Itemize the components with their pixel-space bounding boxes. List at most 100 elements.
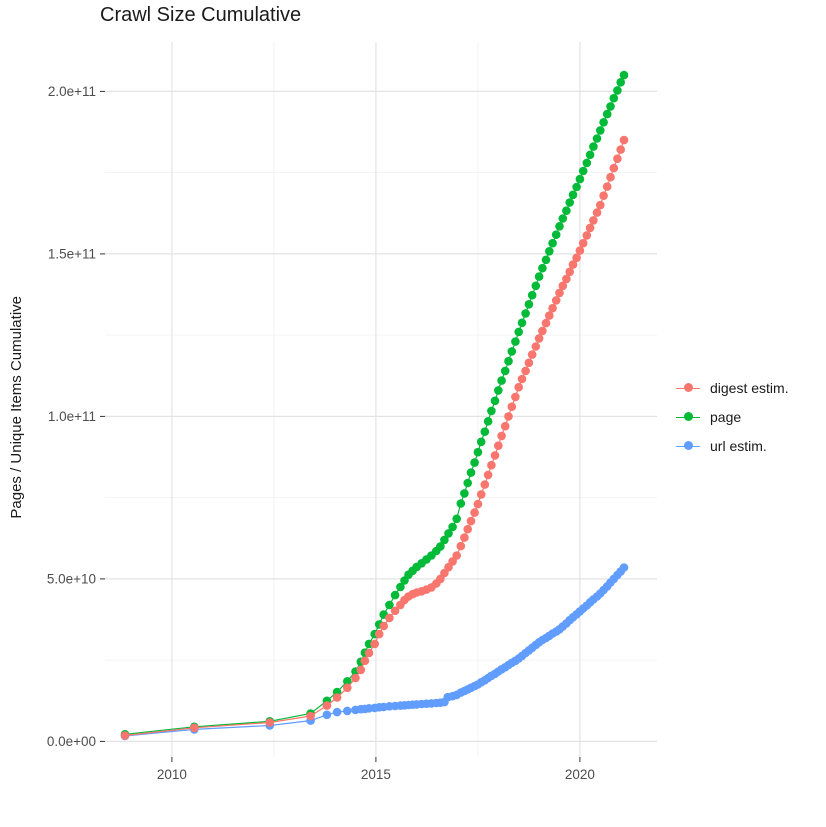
legend-item-page: page	[676, 407, 789, 427]
data-point	[565, 198, 574, 207]
data-point	[370, 639, 380, 649]
data-point	[609, 93, 619, 103]
legend: digest estim. page url estim.	[676, 378, 789, 456]
data-point	[555, 222, 564, 231]
data-point	[480, 480, 490, 489]
data-point	[487, 406, 496, 416]
data-point	[572, 182, 581, 192]
legend-item-url: url estim.	[676, 436, 789, 456]
data-point	[473, 499, 483, 509]
data-point	[507, 347, 517, 356]
data-point	[585, 223, 595, 233]
data-point	[460, 489, 469, 498]
data-point	[585, 150, 595, 160]
data-point	[575, 246, 585, 255]
data-point	[379, 621, 389, 631]
x-axis-tick-label: 2020	[565, 767, 595, 782]
data-point	[555, 288, 564, 298]
data-point	[452, 551, 462, 560]
data-point	[596, 126, 605, 135]
data-point	[480, 427, 490, 437]
legend-label-digest: digest estim.	[710, 380, 789, 396]
data-point	[463, 478, 473, 488]
data-point	[511, 392, 520, 402]
y-axis-tick-label: 5.0e+10	[47, 571, 96, 586]
data-point	[599, 118, 608, 127]
data-point	[343, 677, 352, 686]
data-point	[589, 142, 598, 151]
data-point	[343, 706, 352, 716]
data-point	[440, 535, 449, 545]
data-point	[500, 421, 510, 431]
data-point	[616, 78, 625, 87]
data-point	[487, 460, 496, 470]
data-point	[548, 238, 557, 248]
data-point	[527, 350, 537, 359]
data-point	[497, 431, 506, 441]
data-point	[466, 468, 476, 477]
data-point	[613, 154, 622, 163]
data-point	[541, 318, 551, 328]
data-point	[452, 514, 462, 524]
data-point	[514, 382, 523, 392]
data-point	[531, 281, 541, 291]
legend-label-page: page	[710, 409, 742, 425]
data-point	[396, 582, 405, 592]
data-point	[470, 508, 479, 517]
data-point	[466, 516, 476, 526]
data-point	[534, 272, 544, 281]
data-point	[599, 191, 608, 200]
data-point	[613, 86, 622, 95]
data-point	[448, 522, 457, 532]
data-point	[463, 524, 473, 534]
data-point	[322, 710, 332, 720]
data-point	[504, 356, 513, 366]
data-point	[444, 529, 453, 538]
data-point	[562, 206, 571, 215]
data-point	[385, 613, 394, 623]
data-point	[619, 70, 629, 80]
data-point	[592, 208, 602, 217]
data-point	[456, 499, 466, 508]
data-point	[578, 238, 588, 248]
data-point	[551, 230, 561, 239]
y-axis-tick-label: 1.5e+11	[48, 246, 96, 261]
data-point	[460, 533, 469, 542]
data-point	[545, 311, 554, 320]
data-point	[619, 135, 629, 145]
data-point	[390, 590, 400, 600]
legend-label-url: url estim.	[710, 438, 767, 454]
y-axis-tick-label: 1.0e+11	[48, 409, 96, 424]
data-point	[565, 267, 574, 277]
data-point	[120, 731, 130, 740]
data-point	[551, 296, 561, 305]
data-point	[494, 441, 503, 451]
legend-item-digest: digest estim.	[676, 378, 789, 398]
data-point	[524, 358, 534, 368]
data-point	[265, 718, 275, 727]
page-series-key-icon	[676, 407, 700, 427]
data-point	[602, 182, 612, 191]
data-point	[476, 490, 486, 499]
data-point	[497, 376, 506, 385]
data-point	[514, 327, 523, 337]
data-point	[476, 437, 486, 447]
data-point	[578, 166, 588, 176]
data-point	[582, 231, 592, 240]
chart-title: Crawl Size Cumulative	[100, 4, 302, 26]
data-point	[568, 260, 578, 269]
data-point	[616, 145, 625, 154]
data-point	[606, 172, 615, 182]
data-point	[490, 396, 500, 406]
data-point	[538, 263, 547, 273]
x-axis-tick-label: 2015	[361, 767, 391, 782]
data-point	[521, 309, 530, 318]
data-point	[343, 683, 352, 693]
data-point	[517, 374, 527, 384]
data-point	[504, 412, 513, 421]
data-point	[558, 281, 568, 291]
data-point	[360, 656, 370, 666]
data-point	[541, 255, 551, 265]
